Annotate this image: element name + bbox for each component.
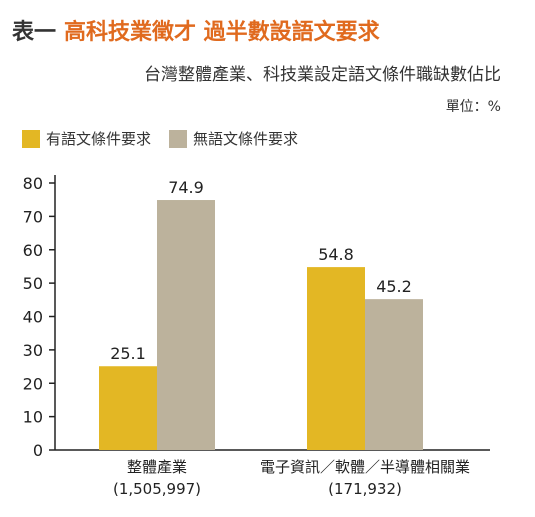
data-label-without-req-0: 74.9 — [168, 178, 204, 197]
category-label-0: 整體產業 — [127, 458, 187, 476]
y-tick-label-40: 40 — [23, 308, 43, 327]
bar-with-req-0 — [99, 366, 157, 450]
y-tick-label-80: 80 — [23, 174, 43, 193]
bar-without-req-0 — [157, 200, 215, 450]
table-number: 表一 — [12, 20, 57, 45]
category-count-1: (171,932) — [328, 480, 402, 498]
y-tick-label-0: 0 — [33, 441, 43, 460]
legend-swatch-with-req — [22, 129, 40, 148]
y-tick-label-30: 30 — [23, 341, 43, 360]
category-count-0: (1,505,997) — [113, 480, 201, 498]
legend-label-with-req: 有語文條件要求 — [46, 130, 152, 148]
legend-item-with-req: 有語文條件要求 — [22, 128, 151, 149]
y-tick-label-70: 70 — [23, 207, 43, 226]
bar-with-req-1 — [307, 267, 365, 450]
y-tick-label-50: 50 — [23, 274, 43, 293]
chart-subtitle: 台灣整體產業、科技業設定語文條件職缺數佔比 — [144, 65, 501, 85]
headline: 高科技業徵才 過半數設語文要求 — [64, 20, 380, 45]
y-tick-label-60: 60 — [23, 241, 43, 260]
category-label-1: 電子資訊／軟體／半導體相關業 — [260, 458, 470, 476]
bar-without-req-1 — [365, 299, 423, 450]
data-label-with-req-1: 54.8 — [318, 245, 354, 264]
legend: 有語文條件要求 無語文條件要求 — [22, 128, 316, 149]
data-label-with-req-0: 25.1 — [110, 344, 146, 363]
chart-title: 表一 高科技業徵才 過半數設語文要求 — [12, 14, 380, 46]
y-tick-label-20: 20 — [23, 374, 43, 393]
legend-item-without-req: 無語文條件要求 — [169, 128, 298, 149]
unit-label: 單位：% — [445, 99, 501, 115]
data-label-without-req-1: 45.2 — [376, 277, 412, 296]
legend-label-without-req: 無語文條件要求 — [193, 130, 299, 148]
y-tick-label-10: 10 — [23, 408, 43, 427]
legend-swatch-without-req — [169, 129, 188, 148]
